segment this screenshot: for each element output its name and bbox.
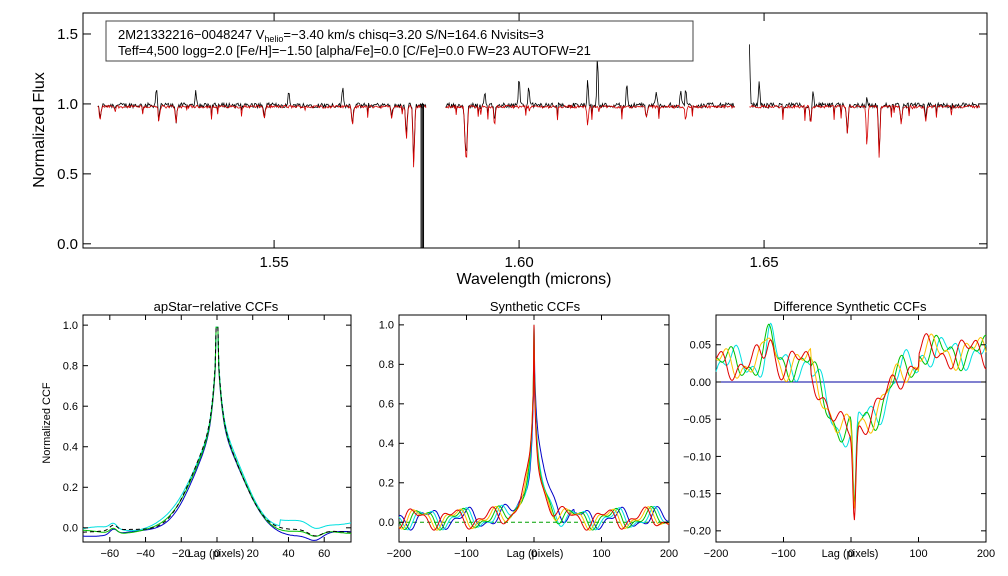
synthetic-ccf-title: Synthetic CCFs [490, 299, 581, 314]
apstar-ccf-x-axis-label: Lag (pixels) [188, 548, 245, 560]
apstar-ccf-data [82, 326, 352, 541]
info-line-1-subscript: helio [264, 34, 283, 44]
spectrum-y-tick-label: 1.5 [57, 26, 78, 43]
spectrum-model-line [97, 104, 427, 168]
info-line-1-suffix: =−3.40 km/s chisq=3.20 S/N=164.6 Nvisits… [283, 27, 544, 42]
synthetic-ccf-y-tick-label: 0.8 [379, 359, 394, 371]
apstar-ccf-title: apStar−relative CCFs [154, 299, 279, 314]
spectrum-x-tick-label: 1.65 [749, 254, 778, 271]
difference-ccf-y-tick-label: 0.05 [690, 340, 711, 352]
info-line-2: Teff=4,500 logg=2.0 [Fe/H]=−1.50 [alpha/… [118, 43, 591, 58]
synthetic-ccf-y-tick-label: 1.0 [379, 320, 394, 332]
synthetic-ccf-panel: Synthetic CCFs −200 −100 0 100 200 0.0 0.2 0.4 0… [379, 299, 678, 560]
spectrum-y-tick-label: 0.5 [57, 166, 78, 183]
spectrum-y-tick-label: 1.0 [57, 96, 78, 113]
apstar-ccf-y-tick-label: 1.0 [63, 320, 78, 332]
spectrum-model-line [445, 104, 736, 158]
synthetic-ccf-data [398, 324, 670, 531]
synthetic-ccf-x-tick-label: −200 [387, 548, 412, 560]
spectrum-plot-frame [82, 12, 988, 249]
apstar-ccf-line-visit-green [83, 326, 351, 537]
difference-ccf-x-tick-label: 100 [909, 548, 927, 560]
apstar-ccf-x-tick-label: 0 [214, 548, 220, 560]
difference-ccf-line-green [715, 323, 987, 505]
difference-ccf-x-axis-label: Lag (pixels) [822, 548, 879, 560]
difference-ccf-y-tick-label: −0.10 [683, 451, 711, 463]
apstar-ccf-x-tick-label: −60 [100, 548, 119, 560]
spectrum-ticks: 1.55 1.60 1.65 0.0 0.5 1.0 1.5 [57, 13, 987, 271]
difference-ccf-y-tick-label: 0.00 [690, 377, 711, 389]
info-legend: 2M21332216−0048247 Vhelio=−3.40 km/s chi… [105, 20, 694, 62]
difference-ccf-data [715, 322, 987, 521]
apstar-ccf-y-tick-label: 0.6 [63, 401, 78, 413]
difference-ccf-y-tick-label: −0.20 [683, 526, 711, 538]
apstar-ccf-panel: apStar−relative CCFs −60 −40 −20 0 20 40 60 0.0… [41, 299, 352, 560]
synthetic-ccf-x-tick-label: 200 [660, 548, 678, 560]
difference-ccf-line-red [715, 333, 987, 521]
apstar-ccf-x-tick-label: 20 [247, 548, 259, 560]
spectrum-y-axis-label: Normalized Flux [31, 72, 48, 188]
spectrum-x-tick-label: 1.60 [504, 254, 533, 271]
spectrum-x-tick-label: 1.55 [259, 254, 288, 271]
apstar-ccf-x-tick-label: −20 [172, 548, 191, 560]
synthetic-ccf-line-red [398, 324, 670, 531]
spectrum-model-line [749, 104, 981, 158]
difference-ccf-panel: Difference Synthetic CCFs −200 −100 0 100 20… [683, 299, 995, 560]
apstar-ccf-y-tick-label: 0.0 [63, 523, 78, 535]
difference-ccf-x-tick-label: 0 [848, 548, 854, 560]
spectrum-observed-line [97, 87, 427, 163]
synthetic-ccf-ticks: −200 −100 0 100 200 0.0 0.2 0.4 0.6 0.8 1.0 [379, 315, 678, 560]
synthetic-ccf-x-tick-label: −100 [454, 548, 479, 560]
spectrum-x-axis-label: Wavelength (microns) [456, 271, 611, 288]
apstar-ccf-y-tick-label: 0.8 [63, 361, 78, 373]
info-line-1-prefix: 2M21332216−0048247 V [118, 27, 265, 42]
apstar-ccf-x-tick-label: −40 [136, 548, 155, 560]
apstar-ccf-y-tick-label: 0.4 [63, 442, 78, 454]
synthetic-ccf-y-tick-label: 0.0 [379, 517, 394, 529]
apstar-ccf-frame [82, 314, 352, 543]
difference-ccf-title: Difference Synthetic CCFs [774, 299, 927, 314]
spectrum-y-tick-label: 0.0 [57, 236, 78, 253]
difference-ccf-y-tick-label: −0.05 [683, 414, 711, 426]
synthetic-ccf-y-tick-label: 0.4 [379, 438, 394, 450]
apstar-ccf-line-visit-blue [83, 326, 351, 541]
synthetic-ccf-x-axis-label: Lag (pixels) [507, 548, 564, 560]
difference-ccf-x-tick-label: −200 [704, 548, 729, 560]
apstar-ccf-x-tick-label: 60 [318, 548, 330, 560]
synthetic-ccf-x-tick-label: 100 [592, 548, 610, 560]
difference-ccf-x-tick-label: −100 [771, 548, 796, 560]
info-legend-box [105, 20, 694, 62]
spectrum-panel: 1.55 1.60 1.65 0.0 0.5 1.0 1.5 Wavelength (mic… [31, 12, 988, 288]
synthetic-ccf-y-tick-label: 0.2 [379, 478, 394, 490]
spectrum-observed-line [445, 58, 735, 152]
apstar-ccf-line-visit-cyan [82, 326, 352, 532]
synthetic-ccf-y-tick-label: 0.6 [379, 399, 394, 411]
apstar-ccf-y-axis-label: Normalized CCF [41, 382, 53, 464]
apstar-ccf-ticks: −60 −40 −20 0 20 40 60 0.0 0.2 0.4 0.6 0.8 1.0 [63, 315, 351, 560]
apstar-ccf-line-visit-dashed [83, 326, 351, 537]
difference-ccf-line-cyan [715, 322, 987, 505]
info-line-1: 2M21332216−0048247 Vhelio=−3.40 km/s chi… [118, 27, 544, 44]
spectrum-data [97, 44, 981, 248]
apstar-ccf-x-tick-label: 40 [282, 548, 294, 560]
difference-ccf-ticks: −200 −100 0 100 200 0.05 0.00 −0.05 −0.10 −0.15 −0… [683, 315, 995, 560]
spectrum-observed-line [749, 44, 980, 154]
difference-ccf-y-tick-label: −0.15 [683, 488, 711, 500]
apstar-ccf-y-tick-label: 0.2 [63, 482, 78, 494]
difference-ccf-x-tick-label: 200 [977, 548, 995, 560]
synthetic-ccf-x-tick-label: 0 [531, 548, 537, 560]
